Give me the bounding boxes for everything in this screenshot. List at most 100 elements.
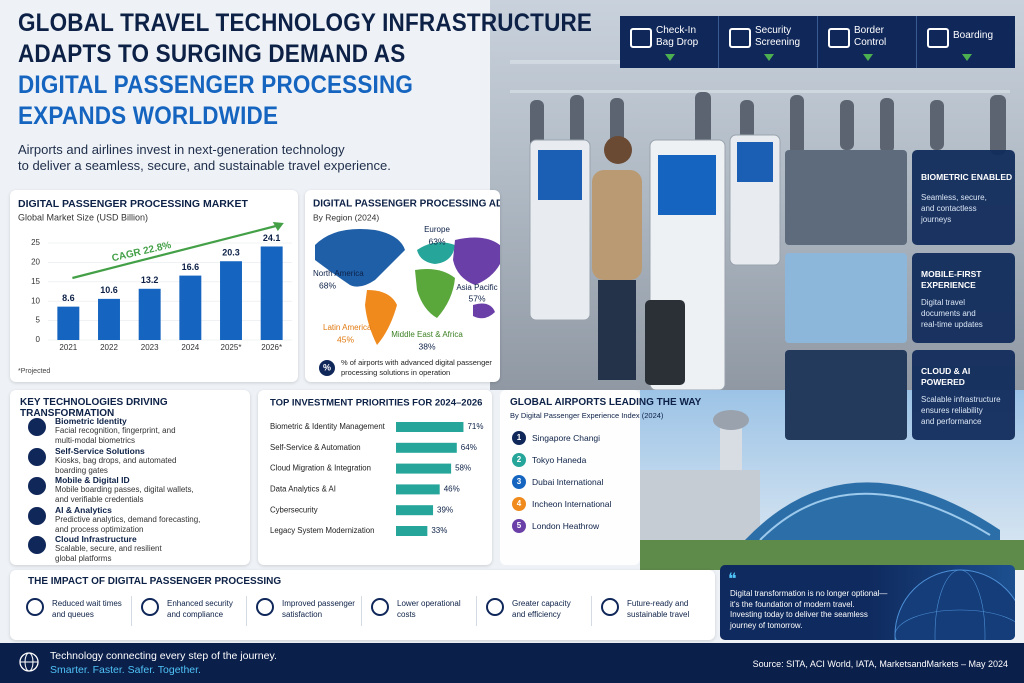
- value-label: 10.6: [100, 285, 118, 295]
- airport-name: Incheon International: [532, 499, 612, 509]
- step-label-line: Screening: [755, 37, 801, 48]
- value-label: 46%: [444, 485, 460, 494]
- impact-panel: THE IMPACT OF DIGITAL PASSENGER PROCESSI…: [10, 570, 715, 640]
- title-line: DIGITAL PASSENGER PROCESSING: [18, 71, 414, 99]
- bar: [98, 298, 120, 340]
- y-tick-label: 25: [31, 238, 40, 247]
- category-label: Biometric & Identity Management: [270, 422, 386, 431]
- quote-line: Digital transformation is no longer opti…: [730, 589, 888, 598]
- value-label: 13.2: [141, 275, 159, 285]
- impact-icon: [256, 598, 274, 616]
- feature-title-line: EXPERIENCE: [921, 280, 976, 290]
- value-label: 71%: [467, 422, 483, 431]
- tech-name: Biometric Identity: [55, 416, 127, 426]
- step-label-line: Security: [755, 25, 792, 36]
- feature-title-line: POWERED: [921, 377, 965, 387]
- feature-card: CLOUD & AI POWERED Scalable infrastructure…: [912, 350, 1015, 440]
- process-step: Boarding: [916, 16, 1015, 68]
- footer-source: Source: SITA, ACI World, IATA, Marketsan…: [752, 659, 1008, 669]
- region-latin-america: [365, 290, 397, 345]
- value-label: 8.6: [62, 293, 75, 303]
- rank-badge: 3: [512, 475, 526, 489]
- map-subtitle: By Region (2024): [313, 212, 379, 222]
- tech-desc: Facial recognition, fingerprint, and mult…: [55, 426, 176, 446]
- impact-text: Future-ready and sustainable travel: [627, 598, 689, 620]
- market-panel: DIGITAL PASSENGER PROCESSING MARKET Glob…: [10, 190, 298, 382]
- step-icon: [630, 28, 652, 48]
- kiosks: [529, 134, 781, 391]
- process-step: Check-In Bag Drop: [620, 16, 718, 68]
- tech-desc-line: Facial recognition, fingerprint, and: [55, 426, 176, 435]
- step-icon: [729, 28, 751, 48]
- value-label: 64%: [461, 443, 477, 452]
- value-label: 16.6: [182, 262, 200, 272]
- airport-name: Dubai International: [532, 477, 604, 487]
- footer-slogan: Smarter. Faster. Safer. Together.: [50, 664, 201, 676]
- impact-text-line: Improved passenger: [282, 599, 355, 608]
- step-label: Boarding: [953, 30, 993, 42]
- tech-desc: Mobile boarding passes, digital wallets,…: [55, 485, 194, 505]
- process-steps: Check-In Bag Drop Security Screening Border C…: [620, 16, 1015, 68]
- value-label: 24.1: [263, 233, 281, 243]
- subtitle-line: Airports and airlines invest in next-gen…: [18, 142, 345, 157]
- market-chart: DIGITAL PASSENGER PROCESSING MARKET Glob…: [18, 198, 292, 375]
- header: GLOBAL TRAVEL TECHNOLOGY INFRASTRUCTURE …: [18, 8, 656, 174]
- step-label-line: Boarding: [953, 30, 994, 41]
- region-value: 57%: [468, 293, 485, 303]
- feature-title-line: MOBILE-FIRST: [921, 269, 982, 279]
- impact-icon: [601, 598, 619, 616]
- feature-title-line: CLOUD & AI: [921, 366, 971, 376]
- bar: [396, 463, 452, 474]
- rank-badge: 5: [512, 519, 526, 533]
- y-tick-label: 0: [36, 335, 41, 344]
- value-label: 39%: [437, 505, 453, 514]
- feature-desc: Seamless, secure, and contactless journeys: [921, 192, 987, 225]
- tech-icon: [28, 506, 46, 525]
- impact-text: Lower operational costs: [397, 598, 461, 620]
- region-name: Asia Pacific: [456, 283, 497, 292]
- step-label-line: Check-In: [656, 25, 697, 36]
- process-step: Security Screening: [718, 16, 817, 68]
- tech-desc-line: Scalable, secure, and resilient: [55, 544, 162, 553]
- y-tick-label: 20: [31, 258, 40, 267]
- chart-title: DIGITAL PASSENGER PROCESSING MARKET: [18, 198, 248, 210]
- rank-badge: 4: [512, 497, 526, 511]
- category-label: Self-Service & Automation: [270, 443, 361, 452]
- region-name: Latin America: [323, 323, 372, 332]
- adoption-map: DIGITAL PASSENGER PROCESSING ADOPTION By…: [313, 199, 542, 377]
- bar: [220, 261, 242, 340]
- tech-desc-line: boarding gates: [55, 465, 108, 475]
- feature-desc-line: real-time updates: [921, 320, 983, 329]
- impact-text: Improved passenger satisfaction: [282, 598, 355, 620]
- subtitle: Airports and airlines invest in next-gen…: [18, 142, 656, 174]
- impact-icon: [141, 598, 159, 616]
- region-value: 68%: [319, 280, 336, 290]
- footer-globe-icon: [19, 652, 39, 672]
- tech-desc-line: global platforms: [55, 554, 112, 563]
- feature-desc-line: and contactless: [921, 204, 977, 213]
- tech-name: Cloud Infrastructure: [55, 534, 137, 544]
- feature-card: MOBILE-FIRST EXPERIENCE Digital travel docu…: [912, 253, 1015, 343]
- technologies-panel: KEY TECHNOLOGIES DRIVING TRANSFORMATION …: [10, 390, 250, 565]
- feature-desc-line: Seamless, secure,: [921, 193, 987, 202]
- region-value: 38%: [418, 341, 435, 351]
- step-label: Security Screening: [755, 25, 800, 49]
- title-line: ADAPTS TO SURGING DEMAND AS: [18, 40, 406, 68]
- category-label: Legacy System Modernization: [270, 526, 374, 535]
- impact-title: THE IMPACT OF DIGITAL PASSENGER PROCESSI…: [28, 576, 282, 587]
- chart-note: *Projected: [18, 368, 50, 375]
- region-oceania: [473, 303, 495, 319]
- quote-line: journey of tomorrow.: [730, 620, 803, 630]
- bar: [138, 288, 161, 340]
- quote-line: Investing today to deliver the seamless: [730, 610, 868, 619]
- impact-text-line: and queues: [52, 610, 94, 619]
- feature-desc-line: documents and: [921, 309, 976, 318]
- y-tick-label: 15: [31, 277, 40, 286]
- investment-panel: TOP INVESTMENT PRIORITIES FOR 2024–2026 …: [258, 390, 492, 565]
- quote-line: it's the foundation of modern travel.: [730, 599, 855, 609]
- title-line: EXPANDS WORLDWIDE: [18, 102, 279, 130]
- feature-image: [785, 150, 907, 245]
- region-europe: [417, 242, 455, 264]
- footer-tagline: Technology connecting every step of the …: [50, 650, 277, 662]
